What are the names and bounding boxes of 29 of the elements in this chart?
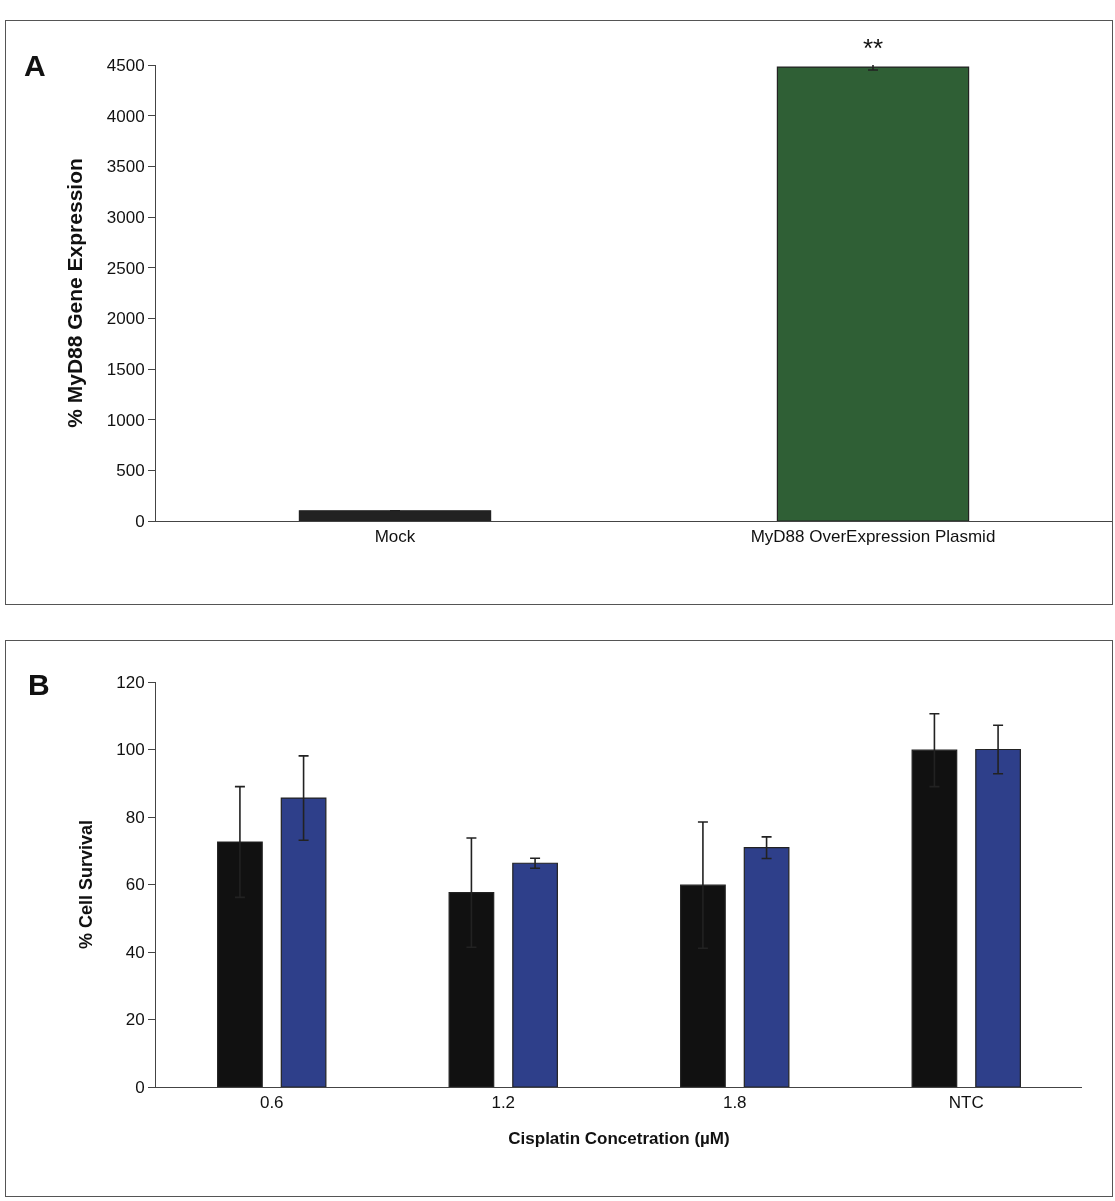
text: A	[24, 49, 46, 82]
x-tick-label: 1.8	[722, 1093, 747, 1113]
y-tick-label: 2500	[106, 258, 145, 278]
x-axis-title: Cisplatin Concetration (µM)	[508, 1128, 730, 1148]
y-tick-label: 40	[125, 942, 145, 962]
x-tick-label: NTC	[948, 1093, 984, 1113]
y-tick-label: 3000	[106, 207, 145, 227]
y-tick-label: 1000	[106, 410, 145, 430]
y-tick-label: 2000	[106, 309, 145, 329]
y-tick-label: 4500	[106, 55, 145, 75]
y-tick-label: 20	[125, 1010, 145, 1030]
y-axis-title: % Cell Survival	[76, 819, 97, 950]
x-tick-label: 0.6	[259, 1093, 284, 1113]
x-tick-label: MyD88 OverExpression Plasmid	[750, 527, 996, 547]
y-axis-title: % MyD88 Gene Expression	[62, 158, 86, 428]
y-tick-label: 500	[116, 461, 145, 481]
y-tick-label: 100	[116, 740, 145, 760]
x-tick-label: Mock	[374, 527, 416, 547]
y-tick-label: 80	[125, 807, 145, 827]
y-tick-label: 60	[125, 875, 145, 895]
y-tick-label: 3500	[106, 157, 145, 177]
x-tick-label: 1.2	[491, 1093, 516, 1113]
y-tick-label: 0	[135, 511, 145, 531]
y-tick-label: 0	[135, 1077, 145, 1097]
y-tick-label: 120	[116, 672, 145, 692]
text: B	[28, 668, 50, 701]
y-tick-label: 4000	[106, 106, 145, 126]
y-tick-label: 1500	[106, 359, 145, 379]
annotation: **	[863, 33, 884, 63]
